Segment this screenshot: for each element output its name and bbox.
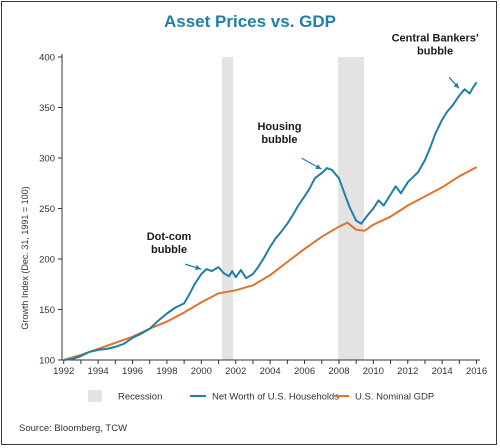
x-tick-label: 2014: [432, 366, 453, 377]
y-axis-label: Growth Index (Dec. 31, 1991 = 100): [20, 186, 30, 329]
x-tick-label: 1994: [88, 366, 109, 377]
x-tick-label: 2016: [466, 366, 487, 377]
series-line-u-s-nominal-gdp: [63, 166, 478, 361]
x-tick-label: 2000: [191, 366, 212, 377]
x-tick-label: 2010: [363, 366, 384, 377]
x-tick-label: 1996: [122, 366, 143, 377]
legend-swatch-recession: [88, 390, 102, 402]
y-tick-label: 250: [39, 204, 55, 215]
x-tick-label: 2012: [397, 366, 418, 377]
annotation-arrow-head: [453, 82, 460, 89]
legend-label: Recession: [118, 392, 162, 403]
x-tick-label: 2002: [225, 366, 246, 377]
legend: Recession Net Worth of U.S. Households U.S…: [88, 390, 434, 403]
annotation-label: Dot-com: [147, 231, 192, 243]
legend-label: U.S. Nominal GDP: [355, 392, 434, 403]
annotation-label: Central Bankers': [392, 32, 479, 44]
y-tick-label: 100: [39, 356, 55, 367]
x-tick-label: 1992: [53, 366, 74, 377]
chart-title: Asset Prices vs. GDP: [164, 12, 336, 31]
annotation-label: bubble: [261, 134, 297, 146]
x-tick-label: 2008: [328, 366, 349, 377]
legend-label: Net Worth of U.S. Households: [212, 392, 339, 403]
source-note: Source: Bloomberg, TCW: [19, 423, 127, 434]
series-line-net-worth-of-u-s-households: [63, 81, 478, 361]
y-tick-label: 350: [39, 103, 55, 114]
annotation-label: bubble: [417, 45, 453, 57]
x-tick-label: 2006: [294, 366, 315, 377]
plot-area: 100 150 200 250 300 350 400 1992 1994 1996 1998 200…: [39, 32, 487, 377]
x-tick-label: 1998: [156, 366, 177, 377]
annotation-label: Housing: [257, 121, 301, 133]
y-tick-label: 400: [39, 53, 55, 64]
x-tick-label: 2004: [260, 366, 281, 377]
y-tick-label: 150: [39, 305, 55, 316]
y-tick-label: 300: [39, 154, 55, 165]
y-tick-label: 200: [39, 255, 55, 266]
recession-band-1: [221, 57, 234, 360]
annotation-arrow-head: [315, 164, 322, 170]
annotation-arrow-head: [195, 265, 202, 271]
annotation-label: bubble: [151, 244, 187, 256]
